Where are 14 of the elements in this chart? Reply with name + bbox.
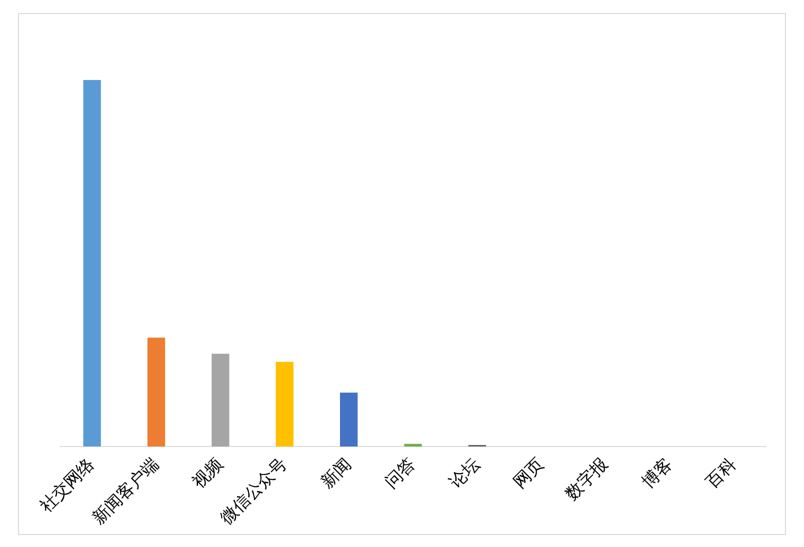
bar xyxy=(212,354,230,446)
x-tick-label: 视频 xyxy=(188,454,228,492)
bar xyxy=(276,362,294,446)
x-tick-label: 数字报 xyxy=(562,454,612,504)
bar xyxy=(147,338,166,446)
x-tick-label: 问答 xyxy=(381,454,420,492)
x-tick-label: 网页 xyxy=(510,454,548,492)
bar xyxy=(83,80,101,446)
bar xyxy=(404,444,422,446)
x-tick-label: 博客 xyxy=(638,454,676,492)
bar xyxy=(340,392,358,446)
x-tick-label: 百科 xyxy=(702,454,741,492)
x-tick-label: 新闻 xyxy=(317,454,356,492)
x-tick-label: 论坛 xyxy=(446,454,484,492)
